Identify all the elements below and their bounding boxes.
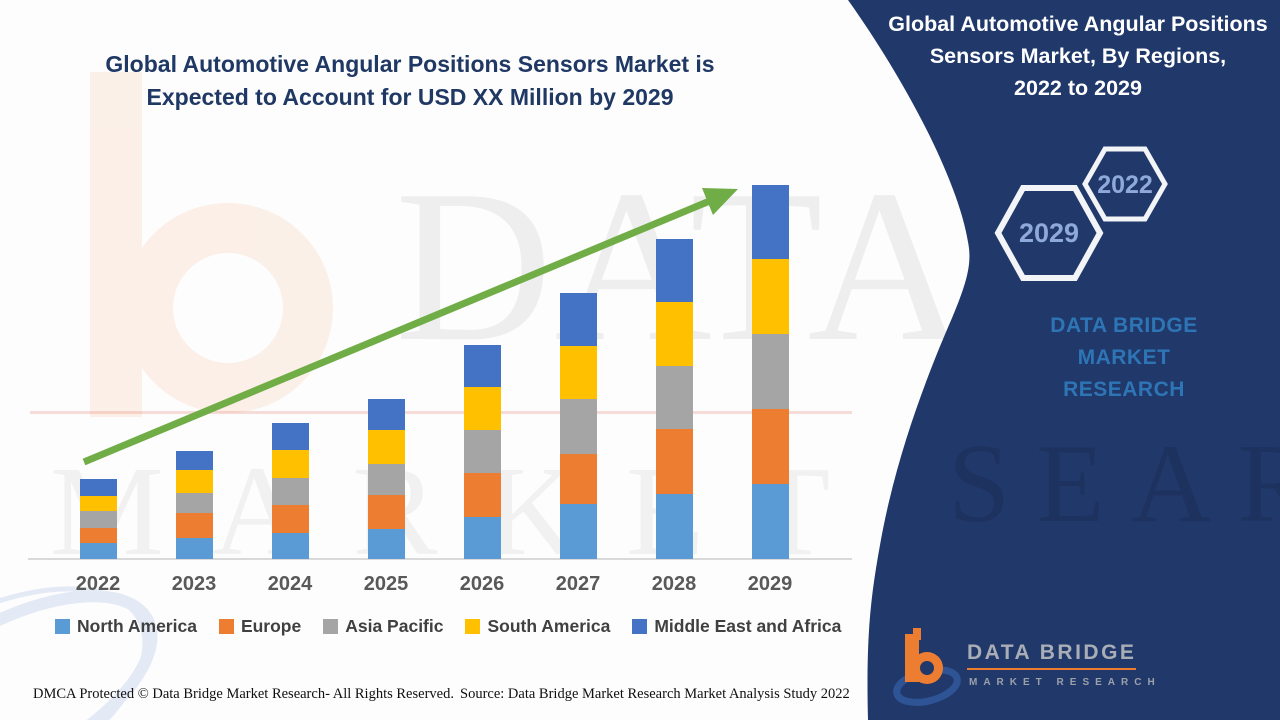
bar-segment-2022-north-america bbox=[79, 543, 117, 559]
bar-segment-2026-north-america bbox=[463, 517, 501, 559]
legend-swatch-middle-east-and-africa bbox=[632, 619, 648, 634]
bar-segment-2025-middle-east-and-africa bbox=[367, 399, 405, 430]
bar-segment-2025-south-america bbox=[367, 430, 405, 464]
watermark-navy-fragment: SEARCH bbox=[948, 422, 1280, 546]
bar-segment-2029-middle-east-and-africa bbox=[751, 185, 789, 259]
bar-segment-2023-asia-pacific bbox=[175, 493, 213, 513]
chart-title-line-2: Expected to Account for USD XX Million b… bbox=[146, 84, 674, 110]
x-tick-label-2024: 2024 bbox=[267, 573, 313, 595]
legend-item-asia-pacific: Asia Pacific bbox=[323, 616, 443, 637]
hexagon-badge-2022: 2022 bbox=[1082, 146, 1168, 222]
legend-label-europe: Europe bbox=[240, 616, 302, 636]
x-tick-label-2029: 2029 bbox=[747, 573, 793, 595]
dmca-notice: DMCA Protected © Data Bridge Market Rese… bbox=[33, 686, 454, 702]
legend-label-north-america: North America bbox=[77, 616, 197, 636]
hexagon-2022-label: 2022 bbox=[1097, 171, 1153, 199]
bar-segment-2028-south-america bbox=[655, 302, 693, 366]
legend: North America Europe Asia Pacific South Ame… bbox=[55, 616, 841, 637]
sidebar-title-line-1: Global Automotive Angular Positions bbox=[888, 12, 1268, 36]
bar-segment-2028-north-america bbox=[655, 494, 693, 559]
sidebar-title-line-2: Sensors Market, By Regions, bbox=[929, 44, 1227, 68]
x-tick-label-2026: 2026 bbox=[459, 573, 505, 595]
sidebar-brand-line-2: RESEARCH bbox=[1063, 378, 1185, 401]
bar-segment-2029-south-america bbox=[751, 259, 789, 334]
legend-item-middle-east-and-africa: Middle East and Africa bbox=[632, 616, 841, 637]
bar-segment-2028-middle-east-and-africa bbox=[655, 239, 693, 302]
x-tick-label-2023: 2023 bbox=[171, 573, 217, 595]
bar-segment-2023-north-america bbox=[175, 538, 213, 559]
bar-segment-2027-middle-east-and-africa bbox=[559, 293, 597, 346]
sidebar-brand-line-1: DATA BRIDGE MARKET bbox=[1050, 314, 1198, 369]
logo-wordmark: DATA BRIDGE bbox=[967, 641, 1137, 670]
bar-segment-2026-south-america bbox=[463, 387, 501, 430]
bar-segment-2024-north-america bbox=[271, 533, 309, 559]
bar-segment-2024-south-america bbox=[271, 450, 309, 478]
bar-segment-2025-asia-pacific bbox=[367, 464, 405, 495]
bar-segment-2028-asia-pacific bbox=[655, 366, 693, 429]
x-tick-label-2025: 2025 bbox=[363, 573, 409, 595]
legend-swatch-north-america bbox=[55, 619, 70, 634]
legend-item-europe: Europe bbox=[218, 616, 302, 637]
legend-label-asia-pacific: Asia Pacific bbox=[345, 616, 444, 636]
bar-segment-2025-europe bbox=[367, 495, 405, 529]
x-tick-label-2022: 2022 bbox=[75, 573, 121, 595]
hexagon-2029-label: 2029 bbox=[1019, 218, 1079, 248]
bar-segment-2025-north-america bbox=[367, 529, 405, 559]
trend-arrow bbox=[82, 188, 738, 466]
bar-segment-2023-europe bbox=[175, 513, 213, 538]
bar-segment-2026-middle-east-and-africa bbox=[463, 345, 501, 387]
bar-segment-2022-middle-east-and-africa bbox=[79, 479, 117, 496]
bar-segment-2022-europe bbox=[79, 528, 117, 543]
bar-segment-2027-asia-pacific bbox=[559, 399, 597, 454]
bar-segment-2024-europe bbox=[271, 505, 309, 533]
legend-swatch-europe bbox=[218, 619, 234, 634]
legend-item-north-america: North America bbox=[55, 616, 197, 637]
source-note: Source: Data Bridge Market Research Mark… bbox=[460, 686, 850, 702]
watermark-accent-line bbox=[30, 411, 852, 414]
bar-segment-2027-europe bbox=[559, 454, 597, 504]
legend-label-south-america: South America bbox=[487, 616, 611, 636]
bar-segment-2029-asia-pacific bbox=[751, 334, 789, 409]
bar-segment-2027-south-america bbox=[559, 346, 597, 399]
sidebar-title-line-3: 2022 to 2029 bbox=[1014, 76, 1142, 100]
sidebar-brand-text: DATA BRIDGE MARKET RESEARCH bbox=[1002, 310, 1246, 406]
legend-label-middle-east-and-africa: Middle East and Africa bbox=[654, 616, 842, 636]
bar-segment-2022-south-america bbox=[79, 496, 117, 511]
bar-segment-2023-south-america bbox=[175, 470, 213, 493]
bar-segment-2023-middle-east-and-africa bbox=[175, 451, 213, 470]
x-axis-line bbox=[28, 558, 852, 560]
legend-swatch-south-america bbox=[465, 619, 481, 634]
bar-segment-2024-asia-pacific bbox=[271, 478, 309, 505]
x-tick-label-2027: 2027 bbox=[555, 573, 601, 595]
bar-segment-2029-europe bbox=[751, 409, 789, 484]
bar-segment-2028-europe bbox=[655, 429, 693, 494]
legend-item-south-america: South America bbox=[465, 616, 610, 637]
hexagon-badge-2029: 2029 bbox=[994, 185, 1104, 281]
bar-segment-2027-north-america bbox=[559, 504, 597, 559]
watermark-b-logo bbox=[90, 72, 333, 417]
logo-wordmark-sub: MARKET RESEARCH bbox=[969, 677, 1161, 688]
legend-swatch-asia-pacific bbox=[323, 619, 339, 634]
bar-segment-2029-north-america bbox=[751, 484, 789, 559]
chart-title: Global Automotive Angular Positions Sens… bbox=[90, 48, 730, 114]
chart-title-line-1: Global Automotive Angular Positions Sens… bbox=[105, 51, 715, 77]
bar-segment-2022-asia-pacific bbox=[79, 511, 117, 528]
bar-segment-2024-middle-east-and-africa bbox=[271, 423, 309, 450]
databridge-logo-mark bbox=[893, 628, 961, 706]
bar-segment-2026-europe bbox=[463, 473, 501, 517]
sidebar-title: Global Automotive Angular Positions Sens… bbox=[886, 8, 1270, 104]
x-tick-label-2028: 2028 bbox=[651, 573, 697, 595]
bar-segment-2026-asia-pacific bbox=[463, 430, 501, 473]
